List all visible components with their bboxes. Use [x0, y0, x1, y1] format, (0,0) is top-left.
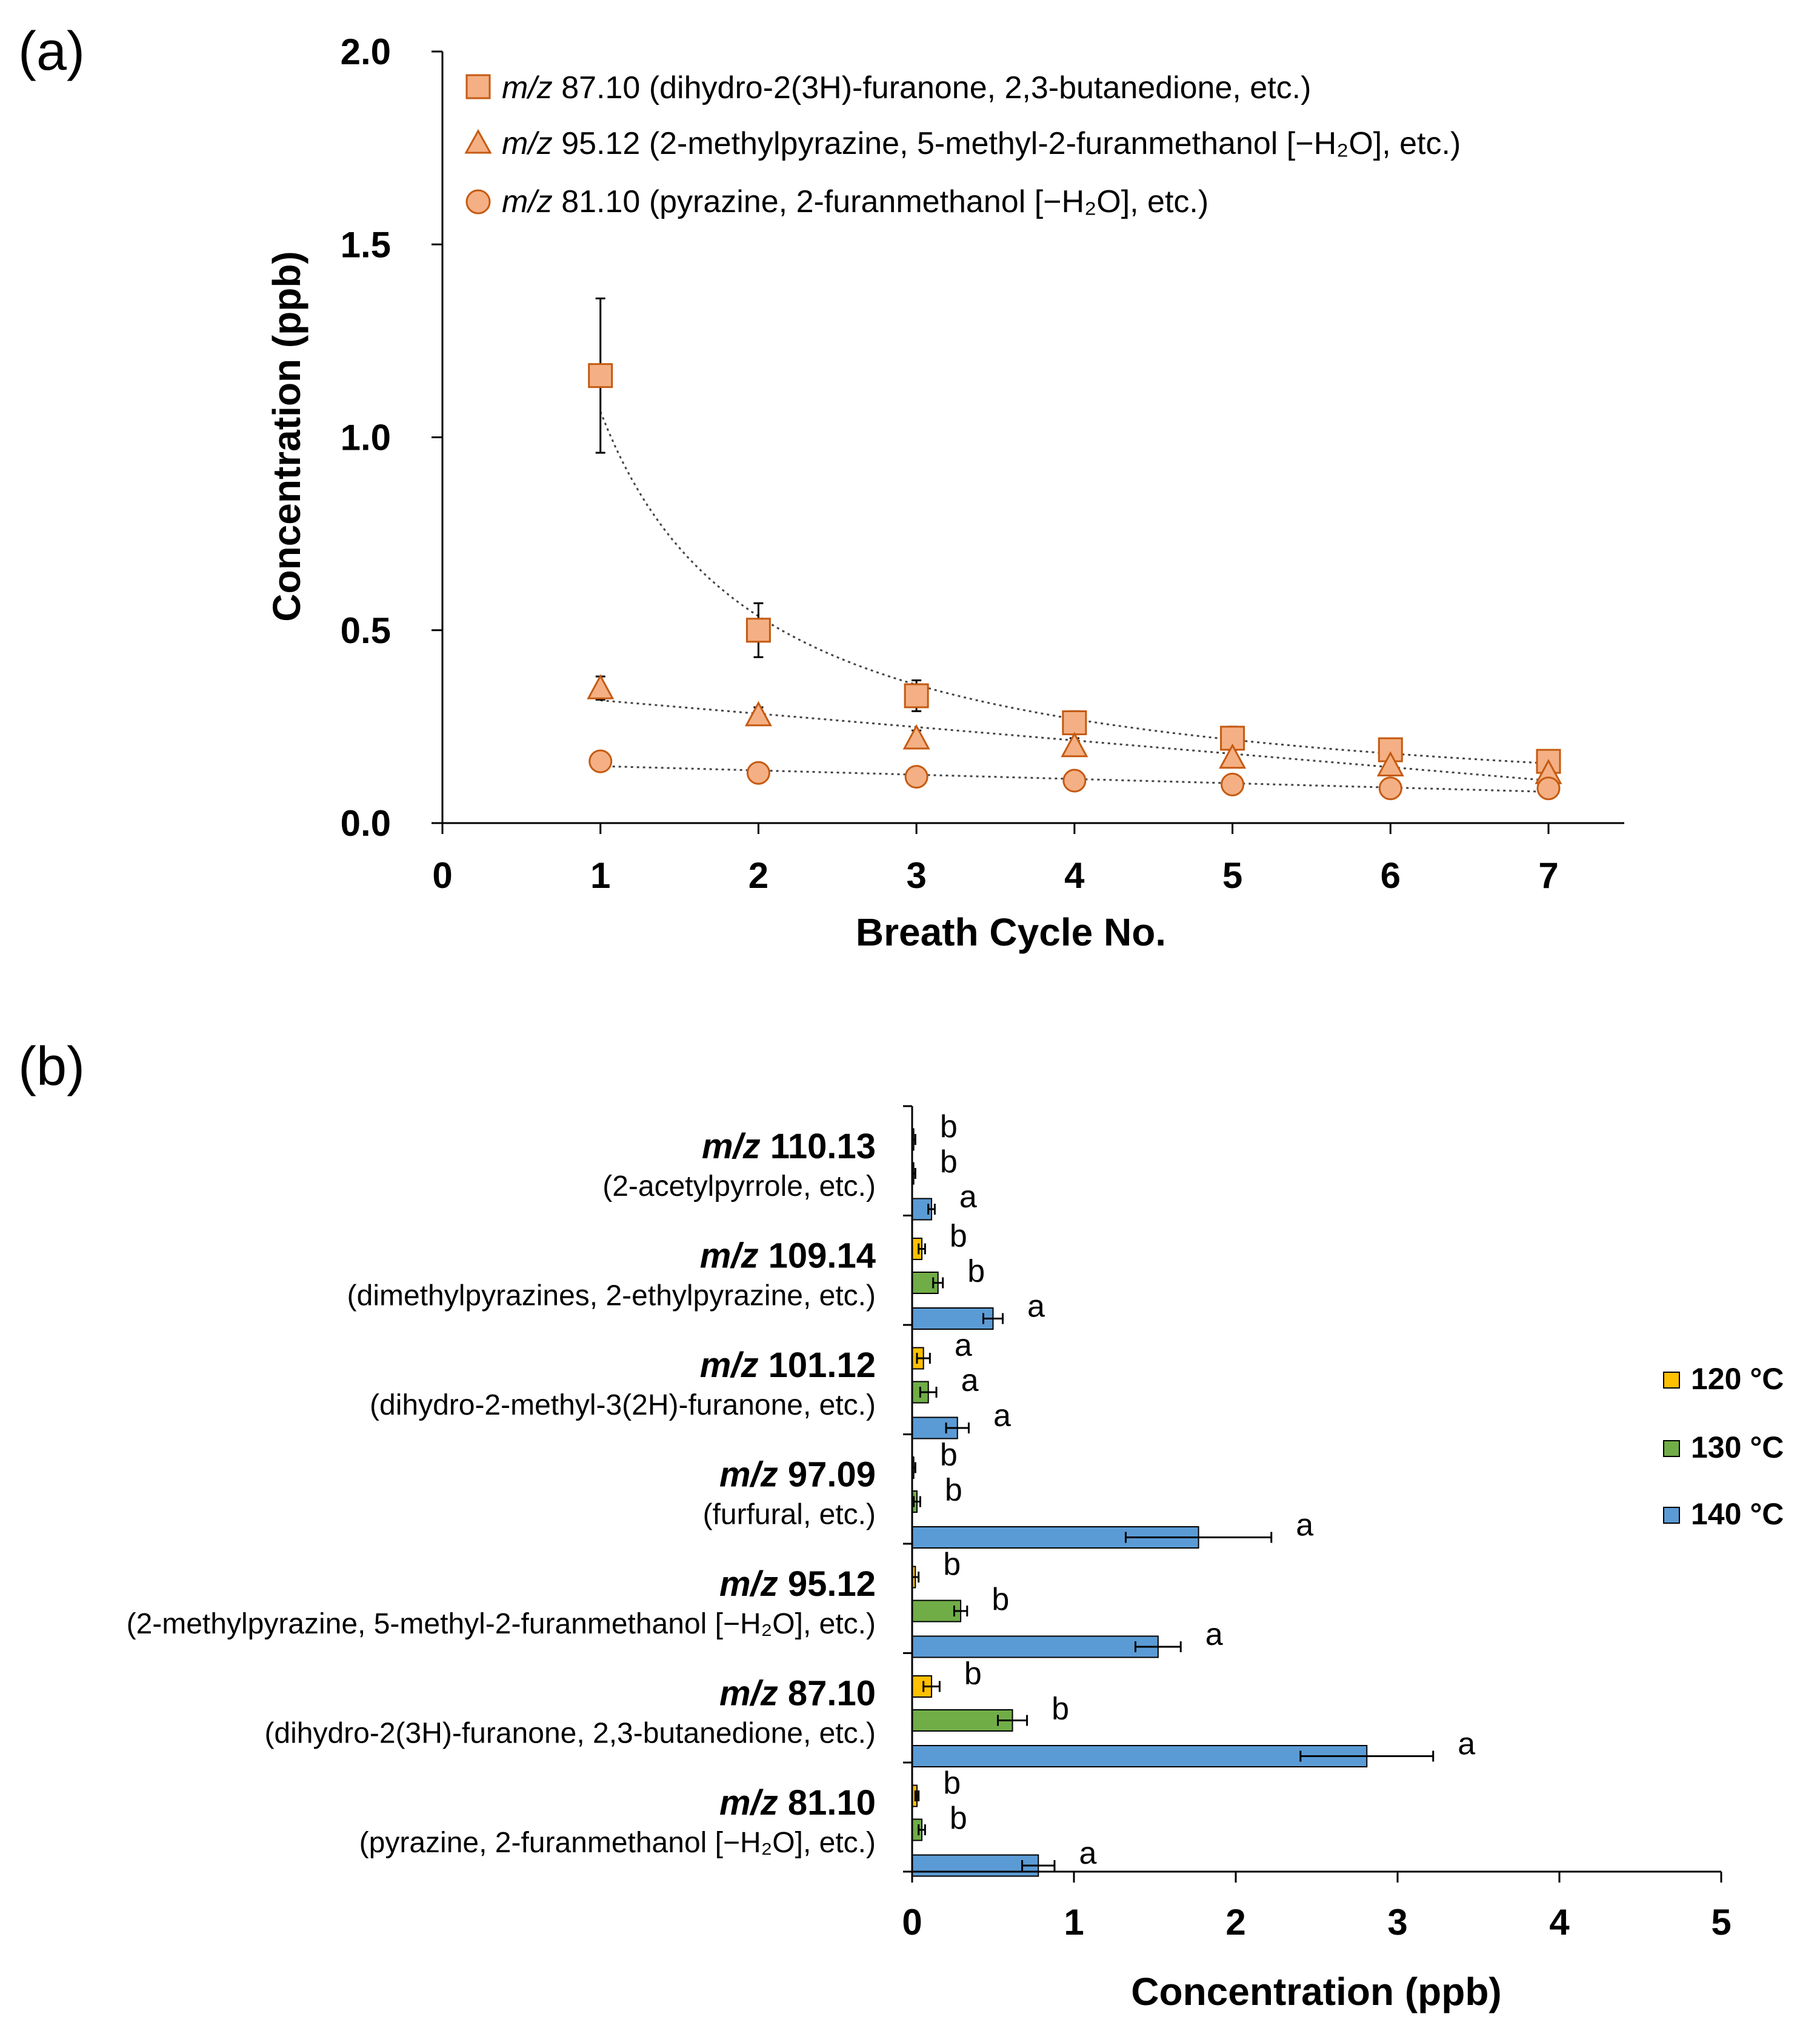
x-tick-label: 5 [1222, 855, 1242, 896]
legend-item-87: m/z 87.10 (dihydro-2(3H)-furanone, 2,3-b… [502, 70, 1311, 105]
legend-item-95: m/z 95.12 (2-methylpyrazine, 5-methyl-2-… [502, 126, 1461, 161]
data-point-triangle [1376, 751, 1404, 777]
data-point-triangle [1061, 732, 1088, 758]
data-point-circle [588, 749, 613, 773]
bar [912, 1745, 1368, 1767]
data-point-square [1062, 710, 1087, 736]
x-tick-label: 4 [1064, 855, 1085, 896]
category-description: (furfural, etc.) [703, 1499, 876, 1531]
panel-b-x-axis-title: Concentration (ppb) [1131, 1970, 1501, 2013]
significance-letter: b [943, 1547, 961, 1582]
x-tick-label: 2 [748, 855, 768, 896]
category-description: (2-methylpyrazine, 5-methyl-2-furanmetha… [127, 1608, 876, 1640]
category-description: (2-acetylpyrrole, etc.) [602, 1170, 876, 1202]
significance-letter: a [1296, 1508, 1313, 1543]
panel-b-label: (b) [18, 1036, 85, 1097]
x-tick-label: 0 [902, 1902, 922, 1943]
bar [912, 1307, 994, 1330]
x-tick-label: 5 [1711, 1902, 1731, 1943]
x-tick-label: 2 [1225, 1902, 1245, 1943]
data-point-circle [746, 761, 770, 785]
panel-a-legend: m/z 87.10 (dihydro-2(3H)-furanone, 2,3-b… [464, 70, 1461, 219]
panel-a-x-axis-title: Breath Cycle No. [856, 910, 1166, 954]
significance-letter: b [964, 1656, 982, 1692]
x-tick-label: 3 [1387, 1902, 1407, 1943]
significance-letter: a [1458, 1727, 1475, 1762]
bar [912, 1854, 1039, 1877]
x-tick-label: 1 [1064, 1902, 1084, 1943]
panel-a-y-axis-title: Concentration (ppb) [265, 251, 308, 621]
y-tick-label: 1.0 [341, 418, 391, 458]
legend-label-120: 120 °C [1691, 1362, 1784, 1396]
y-tick-label: 2.0 [341, 32, 391, 72]
legend-swatch-130 [1663, 1440, 1680, 1457]
x-tick-label: 4 [1549, 1902, 1570, 1943]
significance-letter: a [993, 1398, 1011, 1433]
category-label: m/z 87.10 [719, 1674, 876, 1713]
y-tick-label: 1.5 [341, 224, 391, 265]
data-point-circle [1221, 772, 1245, 796]
category-label: m/z 101.12 [700, 1346, 876, 1385]
x-tick-label: 1 [590, 855, 610, 896]
category-label: m/z 81.10 [719, 1783, 876, 1823]
significance-letter: a [961, 1363, 979, 1398]
significance-letter: b [940, 1438, 958, 1473]
bar [912, 1635, 1159, 1658]
significance-letter: b [940, 1109, 958, 1144]
category-label: m/z 109.14 [700, 1236, 876, 1276]
bar [912, 1709, 1013, 1732]
category-label: m/z 97.09 [719, 1455, 876, 1495]
panel-a-chart: 0.0 0.5 1.0 1.5 2.0 0 1 2 3 4 5 6 7 Breath Cycle No.… [265, 32, 1624, 954]
significance-letter: a [955, 1328, 972, 1363]
significance-letter: b [940, 1144, 958, 1179]
category-label: m/z 95.12 [719, 1564, 876, 1604]
significance-letter: a [1205, 1617, 1223, 1652]
data-point-triangle [902, 724, 930, 750]
significance-letter: b [950, 1801, 967, 1836]
x-tick-label: 0 [432, 855, 452, 896]
legend-triangle-marker [464, 128, 492, 154]
x-tick-label: 6 [1381, 855, 1401, 896]
x-tick-label: 7 [1538, 855, 1558, 896]
significance-letter: b [950, 1219, 967, 1254]
category-description: (dihydro-2(3H)-furanone, 2,3-butanedione… [264, 1718, 876, 1750]
legend-swatch-120 [1663, 1372, 1680, 1389]
x-tick-label: 3 [906, 855, 926, 896]
category-description: (dihydro-2-methyl-3(2H)-furanone, etc.) [370, 1389, 876, 1421]
significance-letter: a [959, 1179, 977, 1215]
data-point-square [588, 363, 613, 389]
significance-letter: b [945, 1473, 962, 1508]
category-label: m/z 110.13 [702, 1127, 876, 1166]
data-point-square [904, 683, 929, 709]
data-point-triangle [587, 674, 615, 699]
data-point-circle [1536, 776, 1561, 801]
data-point-triangle [1219, 743, 1247, 769]
panel-b-legend: 120 °C 130 °C 140 °C [1663, 1362, 1784, 1531]
data-point-circle [904, 765, 928, 789]
category-description: (pyrazine, 2-furanmethanol [−H₂O], etc.) [359, 1827, 876, 1859]
significance-letter: b [943, 1766, 961, 1801]
category-description: (dimethylpyrazines, 2-ethylpyrazine, etc… [347, 1280, 876, 1312]
legend-label-130: 130 °C [1691, 1430, 1784, 1464]
legend-circle-marker [465, 189, 491, 215]
significance-letter: b [967, 1254, 985, 1289]
significance-letter: b [992, 1582, 1009, 1617]
y-tick-label: 0.5 [341, 610, 391, 651]
legend-label-140: 140 °C [1691, 1497, 1784, 1531]
legend-square-marker [465, 74, 491, 99]
data-point-circle [1378, 776, 1402, 801]
significance-letter: a [1079, 1836, 1096, 1871]
significance-letter: b [1052, 1692, 1069, 1727]
legend-item-81: m/z 81.10 (pyrazine, 2-furanmethanol [−H… [502, 184, 1208, 219]
panel-a-label: (a) [18, 21, 85, 82]
y-tick-label: 0.0 [341, 803, 391, 844]
data-point-square [745, 618, 771, 643]
legend-swatch-140 [1663, 1507, 1680, 1524]
data-point-circle [1062, 769, 1087, 793]
significance-letter: a [1027, 1289, 1045, 1324]
data-point-triangle [744, 701, 772, 727]
